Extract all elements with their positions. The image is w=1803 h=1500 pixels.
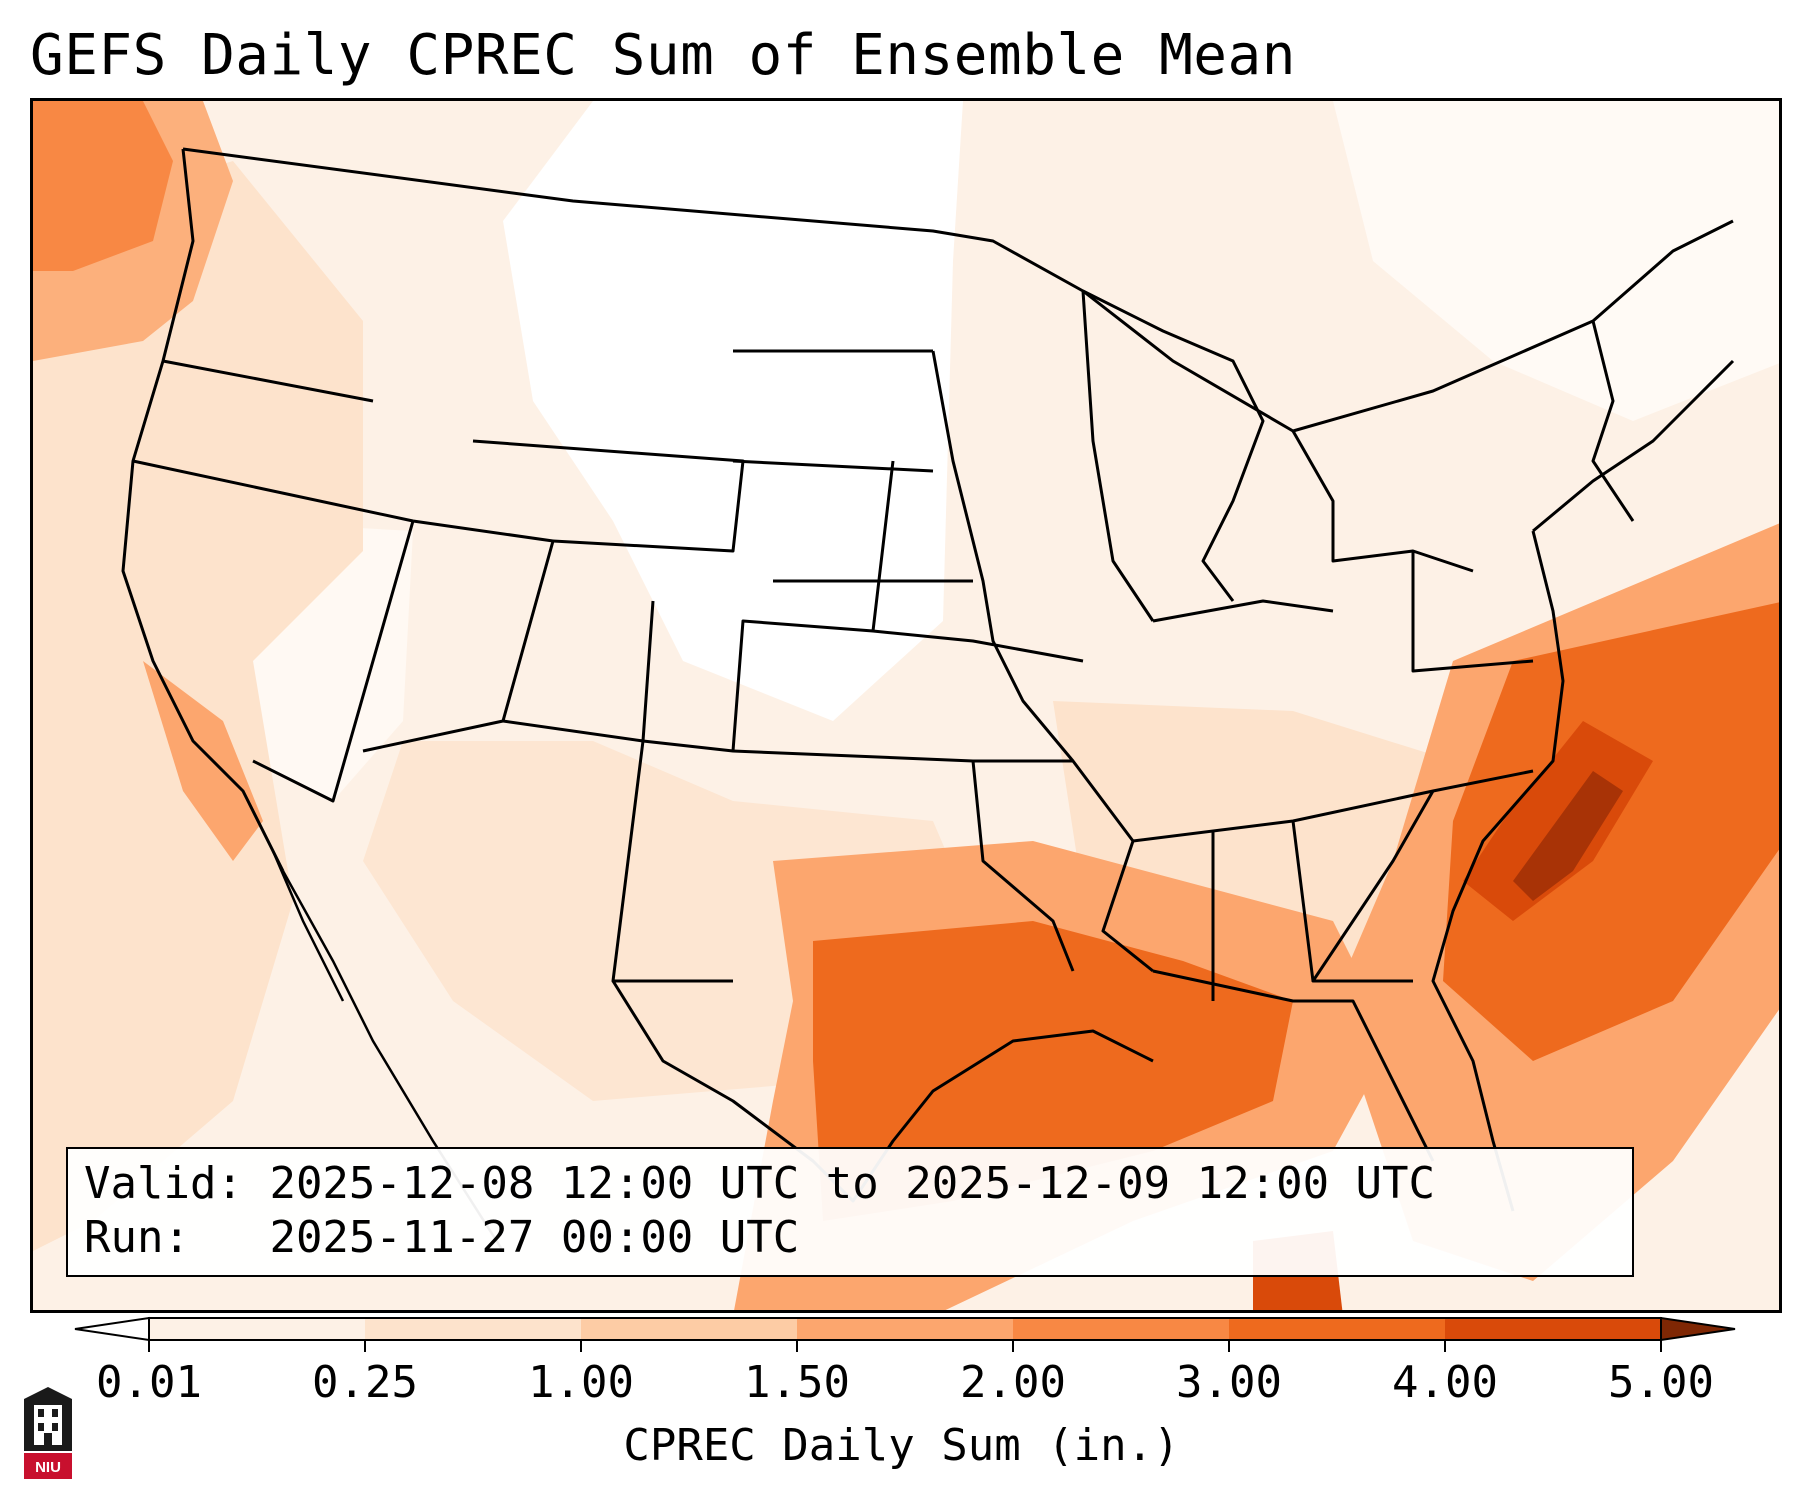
colorbar-segment [1013, 1318, 1229, 1340]
colorbar [74, 1316, 1736, 1352]
niu-logo: NIU [20, 1385, 76, 1481]
colorbar-segment [1445, 1318, 1661, 1340]
state-boundaries [121, 147, 1735, 1212]
valid-value: 2025-12-08 12:00 UTC to 2025-12-09 12:00… [269, 1158, 1436, 1209]
niu-logo-text: NIU [35, 1459, 61, 1476]
colorbar-tick-7: 5.00 [1608, 1357, 1714, 1408]
precip-heavy-pacific-nw [33, 101, 173, 271]
precip-none-northeast-canada [1333, 101, 1779, 421]
precip-map [33, 101, 1779, 1310]
colorbar-label: CPREC Daily Sum (in.) [623, 1420, 1180, 1471]
map-title: GEFS Daily CPREC Sum of Ensemble Mean [30, 23, 1296, 88]
precip-none-plains [503, 101, 963, 721]
colorbar-tick-5: 3.00 [1176, 1357, 1282, 1408]
colorbar-segment [581, 1318, 797, 1340]
valid-line: Valid: 2025-12-08 12:00 UTC to 2025-12-0… [84, 1157, 1435, 1211]
precip-extreme-atlantic [1513, 771, 1623, 901]
run-value: 2025-11-27 00:00 UTC [269, 1212, 800, 1263]
colorbar-tick-1: 0.25 [312, 1357, 418, 1408]
niu-logo-icon [24, 1387, 72, 1479]
colorbar-under-extension [74, 1316, 150, 1342]
colorbar-tick-0: 0.01 [96, 1357, 202, 1408]
colorbar-segment [149, 1318, 365, 1340]
colorbar-over-extension [1660, 1316, 1736, 1342]
colorbar-tick-3: 1.50 [744, 1357, 850, 1408]
colorbar-tick-2: 1.00 [528, 1357, 634, 1408]
colorbar-tick-6: 4.00 [1392, 1357, 1498, 1408]
valid-label: Valid: [84, 1158, 243, 1209]
colorbar-tick-4: 2.00 [960, 1357, 1066, 1408]
run-label: Run: [84, 1212, 190, 1263]
colorbar-segment [797, 1318, 1013, 1340]
precip-moderate-socal [143, 661, 263, 861]
precip-heavy-atlantic [1443, 602, 1779, 1061]
map-panel [30, 98, 1782, 1313]
colorbar-border [148, 1317, 1662, 1341]
colorbar-segment [1229, 1318, 1445, 1340]
precip-heavy-gulf [813, 921, 1293, 1221]
colorbar-segment [365, 1318, 581, 1340]
run-info-box: Valid: 2025-12-08 12:00 UTC to 2025-12-0… [66, 1147, 1634, 1277]
run-line: Run: 2025-11-27 00:00 UTC [84, 1211, 799, 1265]
